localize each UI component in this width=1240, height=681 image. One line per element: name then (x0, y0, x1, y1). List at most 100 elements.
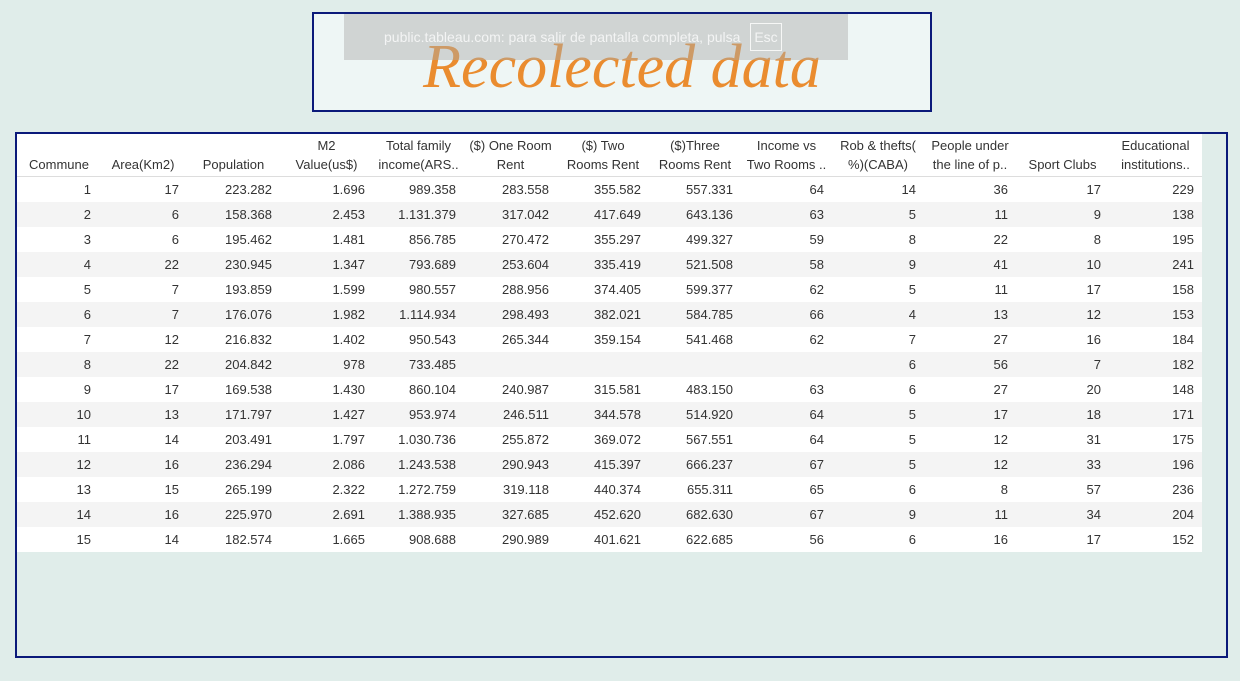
table-cell[interactable]: 57 (1086, 481, 1101, 497)
table-cell[interactable]: 11 (924, 201, 1016, 227)
table-cell[interactable]: 59 (809, 231, 824, 247)
table-cell[interactable]: 440.374 (594, 481, 641, 497)
table-row[interactable]: 7 12 216.832 1.402 950.543 265.344 359.154 541.… (17, 327, 1202, 352)
table-cell[interactable]: 63 (809, 381, 824, 397)
table-cell[interactable]: 1.402 (332, 331, 365, 347)
table-cell[interactable]: 16 (993, 531, 1008, 547)
table-cell[interactable]: 9 (83, 381, 91, 397)
table-cell[interactable]: 1.427 (280, 401, 373, 427)
table-cell[interactable]: 327.685 (464, 501, 557, 527)
table-cell[interactable]: 2.322 (332, 481, 365, 497)
table-cell[interactable]: 5 (832, 401, 924, 427)
table-cell[interactable]: 7 (171, 281, 179, 297)
table-cell[interactable]: 359.154 (594, 331, 641, 347)
table-cell[interactable]: 10 (17, 401, 99, 427)
table-cell[interactable]: 17 (164, 381, 179, 397)
table-cell[interactable]: 223.282 (225, 181, 272, 197)
table-cell[interactable]: 908.688 (409, 531, 456, 547)
table-cell[interactable] (464, 351, 557, 377)
table-cell[interactable]: 521.508 (649, 251, 741, 277)
table-cell[interactable]: 4 (17, 251, 99, 277)
table-row[interactable]: 10 13 171.797 1.427 953.974 246.511 344.578 514… (17, 401, 1202, 427)
table-cell[interactable]: 5 (908, 431, 916, 447)
table-cell[interactable]: 62 (809, 331, 824, 347)
table-cell[interactable]: 33 (1016, 451, 1109, 477)
table-cell[interactable]: 12 (924, 451, 1016, 477)
table-cell[interactable]: 6 (908, 381, 916, 397)
column-header[interactable]: Educational institutions.. (1109, 134, 1202, 177)
table-cell[interactable]: 216.832 (225, 331, 272, 347)
table-cell[interactable]: 4 (832, 301, 924, 327)
table-cell[interactable]: 63 (741, 201, 832, 227)
table-cell[interactable]: 11 (924, 501, 1016, 527)
table-cell[interactable]: 12 (1016, 301, 1109, 327)
table-cell[interactable]: 65 (809, 481, 824, 497)
table-row[interactable]: 11 14 203.491 1.797 1.030.736 255.872 369.072 5… (17, 427, 1202, 452)
table-cell[interactable]: 158 (1172, 281, 1194, 297)
table-cell[interactable]: 1.030.736 (398, 431, 456, 447)
table-cell[interactable]: 2.086 (280, 451, 373, 477)
table-cell[interactable]: 369.072 (594, 431, 641, 447)
table-cell[interactable]: 483.150 (686, 381, 733, 397)
table-cell[interactable]: 15 (76, 531, 91, 547)
table-cell[interactable]: 335.419 (557, 251, 649, 277)
table-cell[interactable]: 203.491 (225, 431, 272, 447)
table-cell[interactable]: 5 (832, 451, 924, 477)
table-cell[interactable]: 6 (908, 531, 916, 547)
table-cell[interactable]: 169.538 (225, 381, 272, 397)
table-cell[interactable]: 953.974 (373, 401, 464, 427)
table-cell[interactable]: 16 (99, 451, 187, 477)
table-cell[interactable]: 1 (83, 181, 91, 197)
table-cell[interactable]: 36 (993, 181, 1008, 197)
table-cell[interactable]: 1.481 (332, 231, 365, 247)
table-cell[interactable]: 682.630 (649, 501, 741, 527)
table-cell[interactable]: 11 (994, 281, 1009, 297)
table-row[interactable]: 15 14 182.574 1.665 908.688 290.989 401.621 622… (17, 527, 1202, 552)
table-cell[interactable]: 182 (1109, 351, 1202, 377)
table-cell[interactable]: 978 (280, 351, 373, 377)
table-cell[interactable]: 355.297 (594, 231, 641, 247)
table-cell[interactable]: 290.989 (502, 531, 549, 547)
table-row[interactable]: 5 7 193.859 1.599 980.557 288.956 374.405 599.3… (17, 277, 1202, 302)
table-cell[interactable]: 5 (908, 281, 916, 297)
table-cell[interactable]: 67 (741, 451, 832, 477)
table-cell[interactable]: 567.551 (686, 431, 733, 447)
table-cell[interactable]: 12 (164, 331, 179, 347)
table-cell[interactable]: 9 (1016, 201, 1109, 227)
table-cell[interactable]: 13 (924, 301, 1016, 327)
column-header[interactable]: ($) Two Rooms Rent (557, 134, 649, 177)
table-cell[interactable]: 10 (1016, 251, 1109, 277)
table-cell[interactable]: 241 (1109, 251, 1202, 277)
column-header[interactable]: ($)Three Rooms Rent (649, 134, 741, 177)
table-cell[interactable]: 13 (99, 401, 187, 427)
table-cell[interactable]: 6 (17, 301, 99, 327)
table-cell[interactable]: 666.237 (649, 451, 741, 477)
table-cell[interactable]: 138 (1109, 201, 1202, 227)
table-cell[interactable]: 17 (1086, 181, 1101, 197)
table-cell[interactable]: 7 (83, 331, 91, 347)
column-header[interactable]: Commune (17, 134, 99, 177)
table-cell[interactable]: 195 (1172, 231, 1194, 247)
table-cell[interactable]: 58 (741, 251, 832, 277)
table-row[interactable]: 14 16 225.970 2.691 1.388.935 327.685 452.620 6… (17, 501, 1202, 527)
table-cell[interactable]: 16 (99, 501, 187, 527)
table-cell[interactable]: 176.076 (187, 301, 280, 327)
table-cell[interactable]: 1.797 (332, 431, 365, 447)
table-cell[interactable]: 34 (1016, 501, 1109, 527)
table-cell[interactable]: 344.578 (557, 401, 649, 427)
table-cell[interactable]: 17 (1086, 281, 1101, 297)
table-cell[interactable]: 22 (99, 351, 187, 377)
table-cell[interactable]: 415.397 (557, 451, 649, 477)
table-cell[interactable]: 9 (832, 501, 924, 527)
table-cell[interactable]: 253.604 (464, 251, 557, 277)
table-cell[interactable]: 13 (76, 481, 91, 497)
table-cell[interactable]: 204 (1109, 501, 1202, 527)
table-cell[interactable]: 14 (164, 431, 179, 447)
table-row[interactable]: 12 16 236.294 2.086 1.243.538 290.943 415.397 6… (17, 451, 1202, 477)
table-cell[interactable]: 541.468 (686, 331, 733, 347)
table-cell[interactable]: 255.872 (502, 431, 549, 447)
table-cell[interactable]: 1.696 (332, 181, 365, 197)
table-cell[interactable]: 11 (77, 431, 92, 447)
table-cell[interactable]: 950.543 (409, 331, 456, 347)
table-cell[interactable]: 5 (832, 201, 924, 227)
